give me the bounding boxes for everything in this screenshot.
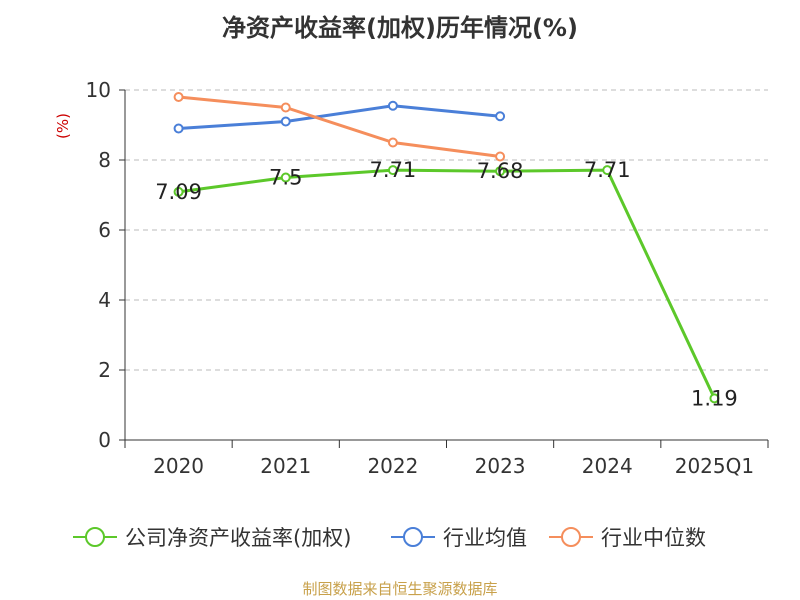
data-point xyxy=(495,111,506,122)
y-tick-label: 10 xyxy=(86,78,111,102)
y-tick-label: 0 xyxy=(98,428,111,452)
data-point xyxy=(387,165,398,176)
legend-label: 公司净资产收益率(加权) xyxy=(125,526,351,550)
data-point xyxy=(173,186,184,197)
x-tick-label: 2020 xyxy=(153,454,204,478)
data-label: 7.71 xyxy=(370,158,417,182)
data-point xyxy=(173,92,184,102)
legend-label: 行业中位数 xyxy=(601,526,706,550)
source-note: 制图数据来自恒生聚源数据库 xyxy=(302,580,498,598)
y-tick-label: 2 xyxy=(98,358,111,382)
data-label: 7.5 xyxy=(269,166,302,190)
data-label: 7.71 xyxy=(584,158,631,182)
x-tick-label: 2025Q1 xyxy=(675,454,754,478)
data-point xyxy=(280,116,291,127)
data-point xyxy=(387,100,398,111)
data-point xyxy=(709,393,720,404)
series-line xyxy=(178,104,501,130)
legend-marker xyxy=(85,527,105,547)
legend-label: 行业均值 xyxy=(443,526,527,550)
x-tick-label: 2022 xyxy=(367,454,418,478)
series-line xyxy=(178,168,716,399)
y-axis-label: (%) xyxy=(54,113,72,139)
legend-marker xyxy=(561,527,581,547)
data-label: 7.09 xyxy=(155,180,202,204)
y-tick-label: 4 xyxy=(98,288,111,312)
data-point xyxy=(387,137,398,148)
data-point xyxy=(495,151,506,162)
data-point xyxy=(602,165,613,176)
chart-title: 净资产收益率(加权)历年情况(%) xyxy=(222,14,578,42)
data-label: 1.19 xyxy=(691,386,738,410)
data-label: 7.68 xyxy=(477,159,524,183)
series-line xyxy=(178,95,501,158)
data-point xyxy=(280,102,291,113)
legend-marker xyxy=(403,527,423,547)
x-tick-label: 2021 xyxy=(260,454,311,478)
data-point xyxy=(495,166,506,177)
data-point xyxy=(173,123,184,134)
y-tick-label: 6 xyxy=(98,218,111,242)
x-tick-label: 2023 xyxy=(475,454,526,478)
x-tick-label: 2024 xyxy=(582,454,633,478)
y-tick-label: 8 xyxy=(98,148,111,172)
data-point xyxy=(280,172,291,183)
